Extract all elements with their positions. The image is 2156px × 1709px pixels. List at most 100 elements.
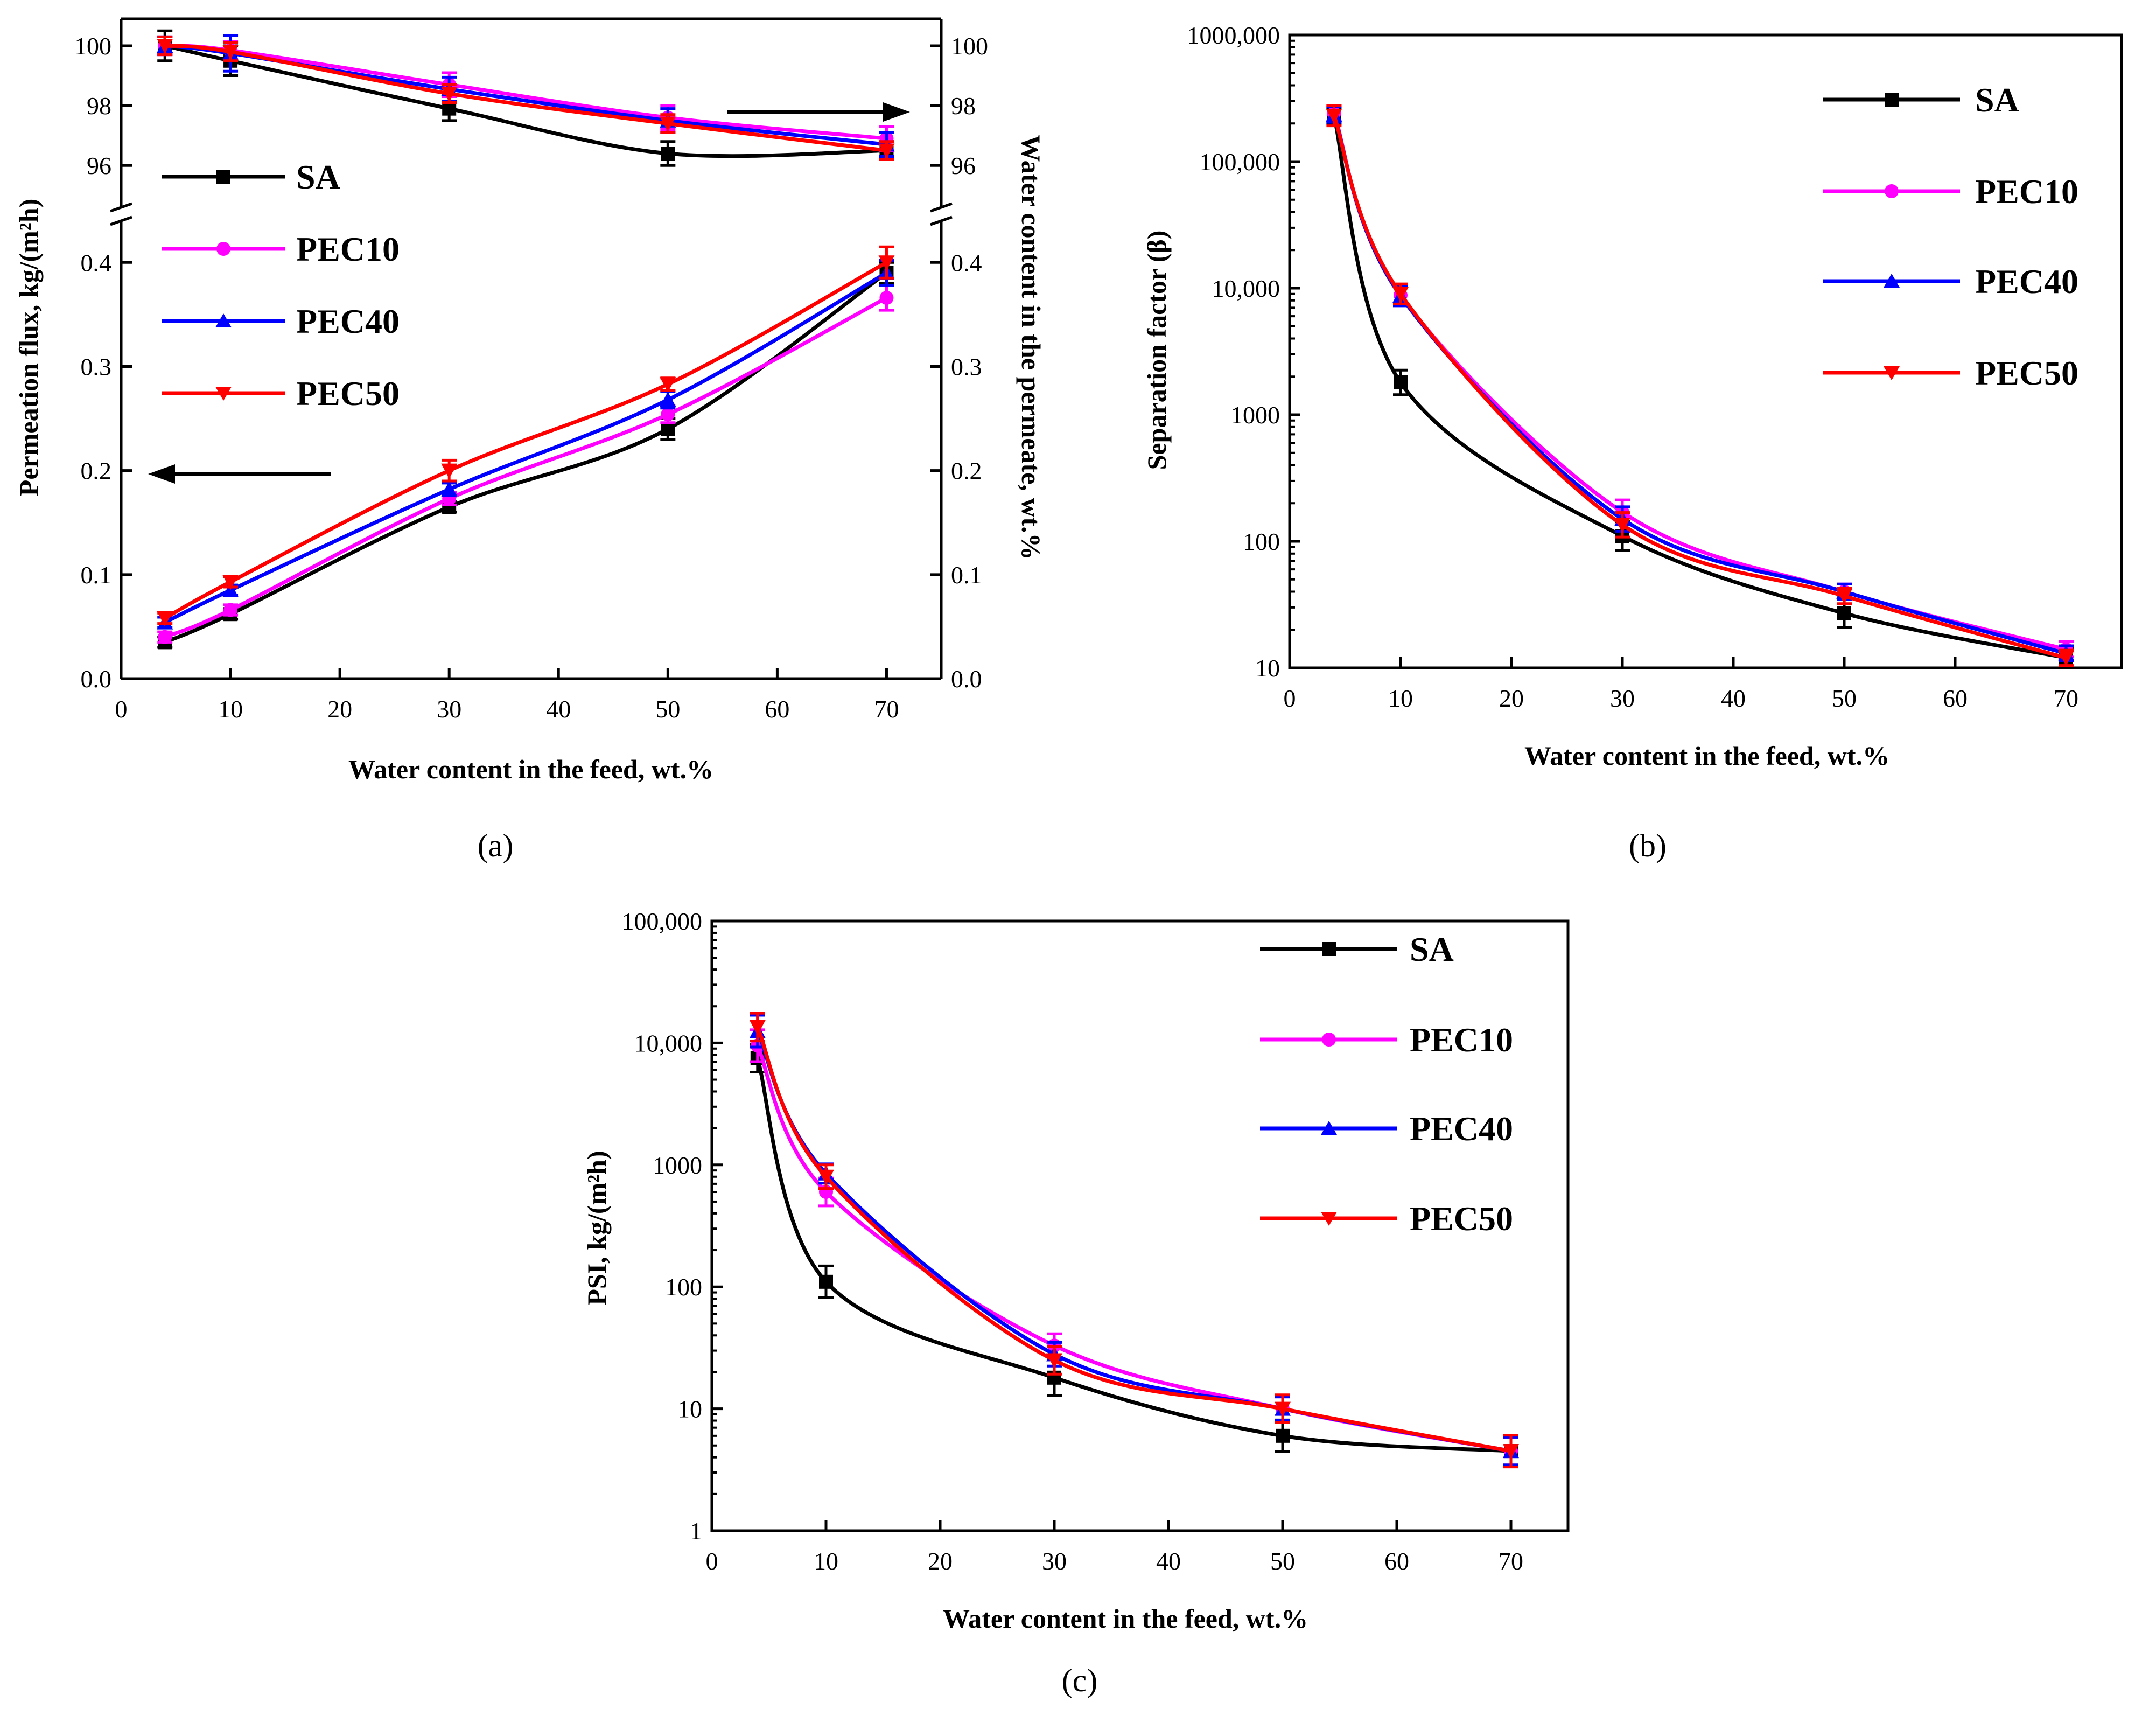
a-lower-point-pec50 xyxy=(441,463,458,479)
c-ticks: 0 10 20 30 40 50 60 70 1 10 100 1000 10,000 100,000 xyxy=(622,908,1524,1575)
a-upper-point-pec50 xyxy=(222,45,239,60)
c-x-axis-label: Water content in the feed, wt.% xyxy=(943,1603,1308,1634)
b-legend-item-sa: SA xyxy=(1823,81,2019,119)
a-lower-point-pec50 xyxy=(157,611,173,626)
b-point-pec50 xyxy=(1836,589,1852,604)
c-x-tick-label: 40 xyxy=(1156,1547,1181,1575)
triangle-up-marker-icon xyxy=(1884,274,1900,288)
a-panel-label: (a) xyxy=(478,828,514,863)
c-line-sa xyxy=(755,1057,1511,1453)
c-x-tick-label: 0 xyxy=(706,1547,718,1575)
a-legend-item-pec50: PEC50 xyxy=(162,374,400,413)
c-line-pec10 xyxy=(755,1044,1511,1453)
a-y-tick-label-left: 0.1 xyxy=(81,561,112,589)
circle-marker-icon xyxy=(1322,1033,1336,1047)
c-legend-item-pec40: PEC40 xyxy=(1260,1110,1513,1148)
a-arrow-left-icon xyxy=(148,464,331,484)
a-lower-point-pec50 xyxy=(222,575,239,590)
b-y-tick-label: 1000,000 xyxy=(1187,22,1280,49)
b-x-tick-label: 10 xyxy=(1388,685,1413,712)
b-legend-item-pec10: PEC10 xyxy=(1823,172,2078,211)
a-lower-point-pec10 xyxy=(879,290,894,305)
circle-marker-icon xyxy=(216,242,230,256)
a-x-tick-label: 50 xyxy=(655,695,680,723)
c-panel-label: (c) xyxy=(1062,1663,1098,1698)
b-line-sa xyxy=(1332,115,2067,660)
c-y-tick-label: 10,000 xyxy=(634,1029,703,1057)
a-lower-point-pec10 xyxy=(223,603,238,617)
a-y-tick-label-right: 98 xyxy=(951,92,976,120)
a-y-axis-label-left: Permeation flux, kg/(m²h) xyxy=(13,199,44,496)
c-legend-label-pec10: PEC10 xyxy=(1410,1021,1513,1059)
a-axis-break-left xyxy=(110,202,132,226)
b-x-tick-label: 0 xyxy=(1284,685,1296,712)
a-lower-point-pec40 xyxy=(441,481,458,497)
c-x-tick-label: 30 xyxy=(1042,1547,1067,1575)
a-x-tick-label: 0 xyxy=(115,695,128,723)
a-y-tick-label-left: 98 xyxy=(87,92,111,120)
a-y-tick-label-left: 0.2 xyxy=(81,457,112,485)
b-legend-item-pec50: PEC50 xyxy=(1823,354,2078,392)
c-x-tick-label: 70 xyxy=(1499,1547,1523,1575)
c-line-pec50 xyxy=(755,1026,1511,1453)
triangle-up-marker-icon xyxy=(1321,1121,1337,1135)
a-lower-point-pec10 xyxy=(158,630,172,644)
c-y-tick-label: 10 xyxy=(677,1396,702,1423)
a-y-tick-label-right: 100 xyxy=(951,32,988,60)
a-lower-point-sa xyxy=(661,422,675,436)
a-lower-point-pec10 xyxy=(661,407,675,422)
a-y-tick-label-left: 0.4 xyxy=(81,249,112,276)
a-upper-point-sa xyxy=(661,147,675,161)
b-x-axis-label: Water content in the feed, wt.% xyxy=(1524,741,1889,771)
a-y-tick-label-right: 0.3 xyxy=(951,353,982,380)
b-point-sa xyxy=(1394,375,1408,390)
a-legend-item-sa: SA xyxy=(162,158,340,196)
a-x-axis-label: Water content in the feed, wt.% xyxy=(348,754,713,784)
square-marker-icon xyxy=(1322,942,1336,956)
a-x-tick-label: 30 xyxy=(437,695,461,723)
c-x-tick-label: 60 xyxy=(1384,1547,1409,1575)
a-y-tick-label-left: 100 xyxy=(74,32,111,60)
a-x-tick-label: 40 xyxy=(546,695,571,723)
c-point-sa xyxy=(1276,1428,1290,1443)
panel-c: 0 10 20 30 40 50 60 70 1 10 100 1000 10,000 100,000 S… xyxy=(582,908,1570,1698)
b-x-tick-label: 40 xyxy=(1721,685,1746,712)
c-legend: SA PEC10 PEC40 PEC50 xyxy=(1260,930,1513,1238)
a-lower-point-pec50 xyxy=(660,377,676,393)
a-upper-point-pec50 xyxy=(157,39,173,54)
b-y-tick-label: 1000 xyxy=(1230,401,1280,429)
a-x-tick-label: 60 xyxy=(765,695,789,723)
c-point-sa xyxy=(819,1274,833,1289)
b-x-tick-label: 20 xyxy=(1499,685,1524,712)
b-point-pec50 xyxy=(1614,518,1630,533)
a-y-tick-label-right: 0.2 xyxy=(951,457,982,485)
b-x-tick-label: 30 xyxy=(1610,685,1635,712)
a-x-tick-label: 70 xyxy=(874,695,899,723)
square-marker-icon xyxy=(1885,93,1899,107)
b-y-tick-label: 10,000 xyxy=(1212,275,1280,302)
square-marker-icon xyxy=(216,170,230,184)
b-series xyxy=(1326,104,2074,669)
a-legend-label-sa: SA xyxy=(296,158,340,196)
a-upper-point-pec50 xyxy=(660,116,676,132)
c-y-axis-label: PSI, kg/(m²h) xyxy=(582,1150,612,1305)
panel-a: 0 10 20 30 40 50 60 70 96 96 98 98 100 100 0.0 0.0 0.1 0.… xyxy=(13,17,1046,863)
a-y-tick-label-left: 96 xyxy=(87,152,111,179)
c-series xyxy=(749,1012,1519,1469)
b-legend-label-pec10: PEC10 xyxy=(1975,172,2078,211)
b-y-tick-label: 10 xyxy=(1255,654,1280,682)
a-legend-item-pec40: PEC40 xyxy=(162,302,400,340)
b-plot-frame xyxy=(1288,33,2123,669)
a-series xyxy=(157,29,895,650)
a-legend: SA PEC10 PEC40 PEC50 xyxy=(162,158,400,413)
c-x-tick-label: 20 xyxy=(928,1547,953,1575)
a-upper-point-pec50 xyxy=(441,86,458,102)
a-lower-point-pec40 xyxy=(660,392,676,407)
triangle-down-marker-icon xyxy=(1321,1212,1337,1226)
b-y-tick-label: 100,000 xyxy=(1200,148,1280,176)
c-y-tick-label: 100 xyxy=(665,1273,702,1301)
a-y-tick-label-right: 0.1 xyxy=(951,561,982,589)
a-y-tick-label-right: 0.4 xyxy=(951,249,982,276)
a-legend-label-pec40: PEC40 xyxy=(296,302,400,340)
